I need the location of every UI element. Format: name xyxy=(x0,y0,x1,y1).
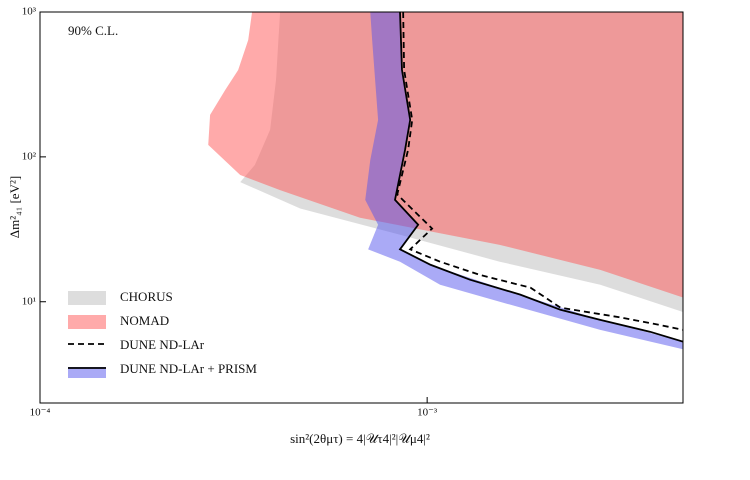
x-tick-label: 10⁻³ xyxy=(417,407,438,419)
legend-label: DUNE ND-LAr xyxy=(120,337,205,352)
legend-swatch xyxy=(68,291,106,305)
y-axis-title: Δm²₄₁ [eV²] xyxy=(7,176,22,238)
legend-label: DUNE ND-LAr + PRISM xyxy=(120,361,257,376)
y-tick-label: 10² xyxy=(22,150,37,162)
legend-label: CHORUS xyxy=(120,289,173,304)
legend-swatch xyxy=(68,367,106,378)
sensitivity-band xyxy=(365,12,683,350)
sensitivity-line xyxy=(394,12,683,343)
sensitivity-line xyxy=(396,12,683,331)
plot-frame xyxy=(39,11,684,404)
plot-area xyxy=(208,12,683,350)
legend-swatch xyxy=(68,315,106,329)
y-tick-label: 10¹ xyxy=(22,295,36,307)
y-tick-label: 10³ xyxy=(22,6,37,18)
exclusion-region xyxy=(208,12,683,298)
x-tick-label: 10⁻⁴ xyxy=(30,407,51,419)
legend: CHORUS NOMAD DUNE ND-LAr DUNE ND-LAr + PRIS… xyxy=(68,289,257,378)
axes: 10⁻⁴ 10⁻³ 10¹ 10² 10³ xyxy=(22,6,438,419)
legend-label: NOMAD xyxy=(120,313,169,328)
x-axis-title: sin²(2θμτ) = 4|𝒰τ4|²|𝒰μ4|² xyxy=(290,431,430,446)
annotation: 90% C.L. xyxy=(68,23,118,38)
